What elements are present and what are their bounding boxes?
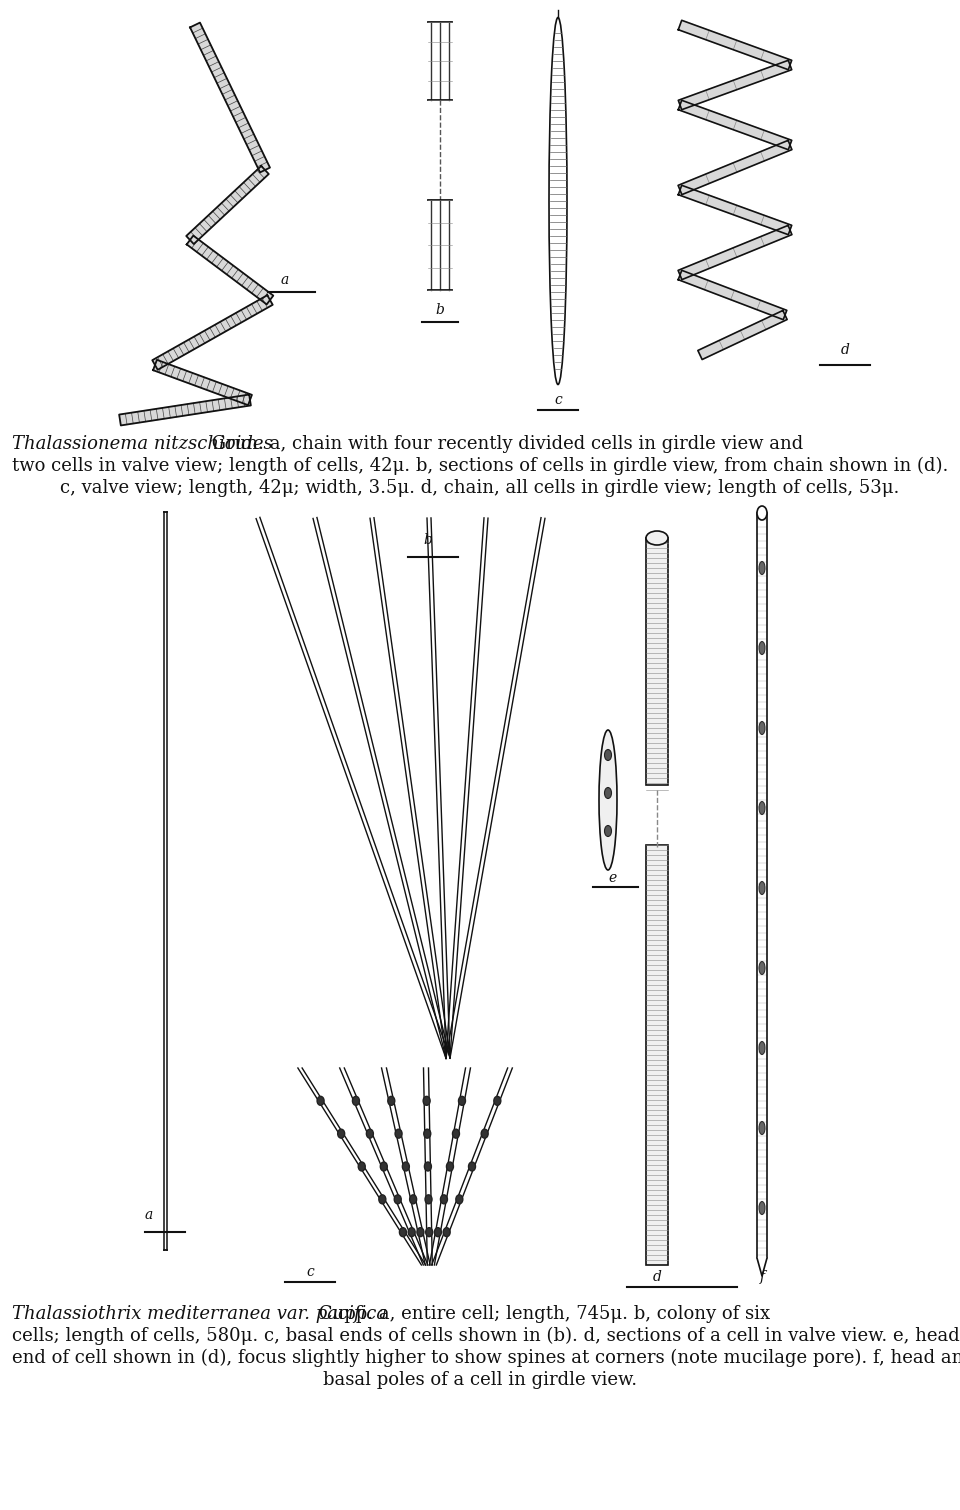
Ellipse shape [441,1194,447,1203]
Text: d: d [841,343,850,356]
Ellipse shape [759,722,765,734]
Ellipse shape [759,1122,765,1134]
Polygon shape [153,296,273,370]
Ellipse shape [605,749,612,761]
Ellipse shape [425,1228,433,1237]
Polygon shape [678,270,787,320]
Ellipse shape [605,826,612,837]
Ellipse shape [417,1228,424,1237]
Text: e: e [609,871,617,885]
Polygon shape [190,23,270,172]
Ellipse shape [446,1163,453,1170]
Ellipse shape [396,1129,402,1139]
Polygon shape [679,186,792,234]
Ellipse shape [352,1096,359,1105]
FancyBboxPatch shape [646,538,668,785]
Text: cells; length of cells, 580μ. c, basal ends of cells shown in (b). d, sections o: cells; length of cells, 580μ. c, basal e… [12,1327,960,1345]
Ellipse shape [317,1096,324,1105]
Text: f: f [759,1270,764,1283]
Text: Cupp. a, entire cell; length, 745μ. b, colony of six: Cupp. a, entire cell; length, 745μ. b, c… [313,1305,771,1323]
Ellipse shape [338,1129,345,1139]
Text: c: c [306,1265,314,1279]
Text: two cells in valve view; length of cells, 42μ. b, sections of cells in girdle vi: two cells in valve view; length of cells… [12,458,948,476]
Polygon shape [679,20,792,69]
Ellipse shape [425,1194,432,1203]
Ellipse shape [402,1163,409,1170]
Text: a: a [281,273,289,287]
Polygon shape [186,166,269,245]
Ellipse shape [358,1163,365,1170]
Ellipse shape [435,1228,442,1237]
Ellipse shape [452,1129,460,1139]
Text: d: d [653,1270,661,1283]
Ellipse shape [410,1194,417,1203]
Polygon shape [678,225,792,279]
Ellipse shape [380,1163,387,1170]
Ellipse shape [408,1228,415,1237]
Ellipse shape [646,532,668,545]
Ellipse shape [493,1096,501,1105]
Text: Grun. a, chain with four recently divided cells in girdle view and: Grun. a, chain with four recently divide… [206,435,804,453]
Ellipse shape [759,1202,765,1214]
Ellipse shape [388,1096,395,1105]
Ellipse shape [424,1163,431,1170]
Ellipse shape [757,506,767,519]
Text: Thalassionema nitzschioides: Thalassionema nitzschioides [12,435,273,453]
Ellipse shape [456,1194,463,1203]
Polygon shape [678,140,792,195]
Ellipse shape [759,562,765,574]
Ellipse shape [759,1042,765,1054]
Ellipse shape [367,1129,373,1139]
Polygon shape [186,236,274,305]
Ellipse shape [759,802,765,814]
Text: basal poles of a cell in girdle view.: basal poles of a cell in girdle view. [323,1371,637,1389]
Ellipse shape [759,642,765,654]
Polygon shape [698,311,787,359]
Ellipse shape [399,1228,406,1237]
FancyBboxPatch shape [646,846,668,1265]
Ellipse shape [459,1096,466,1105]
Ellipse shape [423,1129,431,1139]
Text: end of cell shown in (d), focus slightly higher to show spines at corners (note : end of cell shown in (d), focus slightly… [12,1348,960,1367]
Polygon shape [757,1258,767,1276]
Text: a: a [145,1208,154,1222]
Ellipse shape [395,1194,401,1203]
Ellipse shape [379,1194,386,1203]
Ellipse shape [468,1163,475,1170]
Ellipse shape [599,729,617,870]
Polygon shape [153,359,252,405]
Text: b: b [423,533,432,547]
Text: c: c [554,393,562,408]
Polygon shape [679,60,792,110]
Text: c, valve view; length, 42μ; width, 3.5μ. d, chain, all cells in girdle view; len: c, valve view; length, 42μ; width, 3.5μ.… [60,479,900,497]
Polygon shape [119,394,251,426]
Ellipse shape [759,962,765,974]
Ellipse shape [759,882,765,894]
Ellipse shape [481,1129,489,1139]
Ellipse shape [605,788,612,799]
Polygon shape [679,100,792,149]
Text: b: b [436,304,444,317]
Ellipse shape [444,1228,450,1237]
Ellipse shape [423,1096,430,1105]
Text: Thalassiothrix mediterranea var. pacifica: Thalassiothrix mediterranea var. pacific… [12,1305,387,1323]
Ellipse shape [549,18,567,385]
